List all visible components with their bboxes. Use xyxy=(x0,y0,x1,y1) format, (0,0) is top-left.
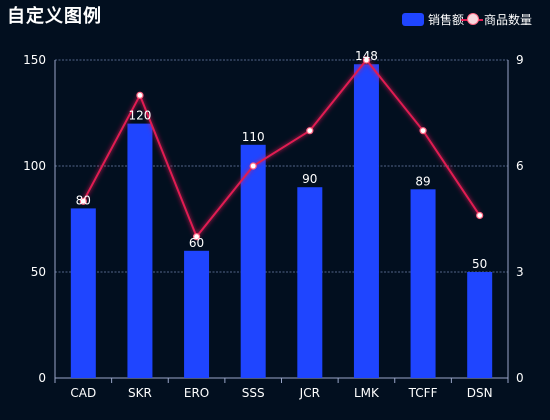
x-tick-label: ERO xyxy=(184,386,209,400)
bar xyxy=(467,272,493,378)
legend-item-count[interactable]: 商品数量 xyxy=(461,11,533,28)
count-point xyxy=(249,162,257,170)
x-tick-label: SKR xyxy=(128,386,152,400)
legend-item-sales[interactable]: 销售额 xyxy=(402,11,478,28)
count-point xyxy=(136,91,144,99)
chart-title: 自定义图例 xyxy=(7,6,102,27)
bar-value-label: 120 xyxy=(128,109,151,123)
count-point xyxy=(79,197,87,205)
x-tick-label: JCR xyxy=(299,386,320,400)
count-point xyxy=(306,127,314,135)
count-point xyxy=(476,211,484,220)
bar xyxy=(70,208,96,378)
y-right-tick-label: 9 xyxy=(516,53,524,67)
x-tick-label: LMK xyxy=(354,386,380,400)
y-right-tick-label: 3 xyxy=(516,265,524,279)
x-tick-label: SSS xyxy=(242,386,265,400)
bar-value-label: 148 xyxy=(355,49,378,63)
bar-value-label: 90 xyxy=(302,172,317,186)
count-line xyxy=(82,58,481,239)
x-tick-label: DSN xyxy=(467,386,493,400)
count-point xyxy=(362,56,371,64)
x-tick-label: TCFF xyxy=(408,386,438,400)
bar-value-label: 80 xyxy=(76,193,91,207)
y-left-tick-label: 100 xyxy=(23,159,46,173)
bar xyxy=(240,144,266,378)
bar-value-label: 60 xyxy=(189,236,204,250)
count-point xyxy=(192,233,201,241)
x-tick-label: CAD xyxy=(70,386,96,400)
bar xyxy=(297,187,323,378)
legend-swatch-line xyxy=(461,13,484,26)
legend-swatch-bar xyxy=(402,13,424,26)
bar xyxy=(184,250,210,378)
y-left-tick-label: 50 xyxy=(31,265,46,279)
y-right-tick-label: 6 xyxy=(516,159,524,173)
y-left-tick-label: 150 xyxy=(23,53,46,67)
bar-value-label: 50 xyxy=(472,257,487,271)
legend-label-count: 商品数量 xyxy=(484,13,533,27)
bar-value-label: 89 xyxy=(415,174,430,188)
bar xyxy=(410,189,436,378)
y-right-tick-label: 0 xyxy=(516,371,524,385)
bar-value-label: 110 xyxy=(242,130,265,144)
legend-label-sales: 销售额 xyxy=(428,13,465,27)
chart-legend: 销售额 商品数量 xyxy=(402,11,532,28)
bar xyxy=(353,64,379,379)
y-left-tick-label: 0 xyxy=(38,371,46,385)
bar xyxy=(127,123,153,378)
count-point xyxy=(419,127,427,135)
